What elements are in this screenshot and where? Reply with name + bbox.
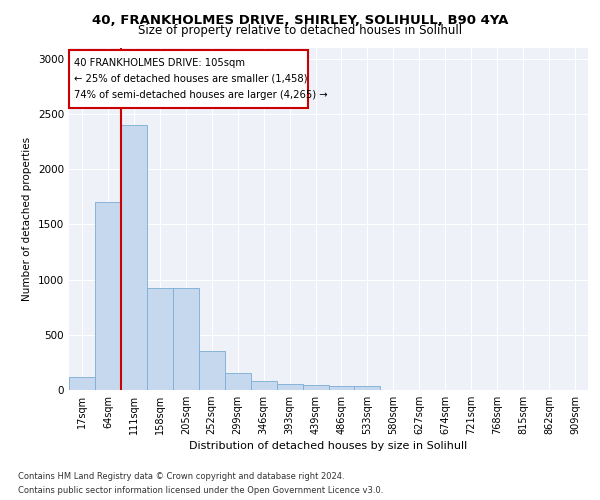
Bar xyxy=(302,385,329,390)
Y-axis label: Number of detached properties: Number of detached properties xyxy=(22,136,32,301)
Text: Contains public sector information licensed under the Open Government Licence v3: Contains public sector information licen… xyxy=(18,486,383,495)
FancyBboxPatch shape xyxy=(69,50,308,108)
Bar xyxy=(95,202,121,390)
Text: Contains HM Land Registry data © Crown copyright and database right 2024.: Contains HM Land Registry data © Crown c… xyxy=(18,472,344,481)
Bar xyxy=(199,352,224,390)
Text: Size of property relative to detached houses in Solihull: Size of property relative to detached ho… xyxy=(138,24,462,37)
Text: 74% of semi-detached houses are larger (4,265) →: 74% of semi-detached houses are larger (… xyxy=(74,90,327,100)
Bar xyxy=(277,384,302,390)
Bar xyxy=(121,125,147,390)
Text: 40 FRANKHOLMES DRIVE: 105sqm: 40 FRANKHOLMES DRIVE: 105sqm xyxy=(74,58,245,68)
Bar xyxy=(147,288,173,390)
X-axis label: Distribution of detached houses by size in Solihull: Distribution of detached houses by size … xyxy=(190,442,467,452)
Bar xyxy=(173,288,199,390)
Bar xyxy=(225,374,251,390)
Bar xyxy=(355,386,380,390)
Bar xyxy=(69,376,95,390)
Bar xyxy=(251,381,277,390)
Bar xyxy=(329,386,355,390)
Text: 40, FRANKHOLMES DRIVE, SHIRLEY, SOLIHULL, B90 4YA: 40, FRANKHOLMES DRIVE, SHIRLEY, SOLIHULL… xyxy=(92,14,508,27)
Text: ← 25% of detached houses are smaller (1,458): ← 25% of detached houses are smaller (1,… xyxy=(74,74,307,84)
